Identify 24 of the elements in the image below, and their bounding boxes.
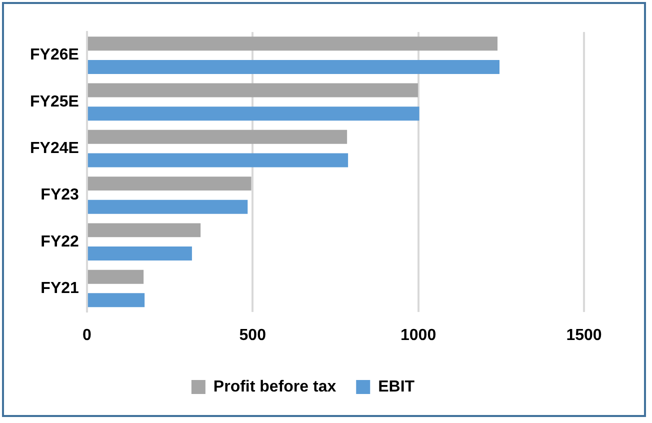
y-tick-label: FY24E xyxy=(30,140,80,157)
bar xyxy=(88,200,248,214)
bar xyxy=(88,270,144,284)
y-tick-label: FY22 xyxy=(40,233,80,250)
y-tick-label: FY23 xyxy=(40,186,80,204)
bar xyxy=(88,60,500,74)
x-tick-label: 1500 xyxy=(566,326,602,344)
legend-label: EBIT xyxy=(378,378,415,396)
bar xyxy=(88,106,420,121)
x-tick-label: 1000 xyxy=(400,326,436,344)
bar xyxy=(88,176,252,191)
y-tick-label: FY25E xyxy=(30,93,80,110)
bar xyxy=(88,153,348,168)
bar xyxy=(88,36,498,51)
bar xyxy=(88,130,348,144)
y-tick-label: FY26E xyxy=(30,46,80,64)
bar xyxy=(88,83,418,98)
legend-label: Profit before tax xyxy=(213,378,336,396)
y-tick-label: FY21 xyxy=(40,280,80,297)
bar xyxy=(88,293,145,308)
x-tick-label: 500 xyxy=(239,326,266,344)
bar xyxy=(88,246,192,261)
bar xyxy=(88,223,201,238)
x-tick-label: 0 xyxy=(82,326,92,344)
